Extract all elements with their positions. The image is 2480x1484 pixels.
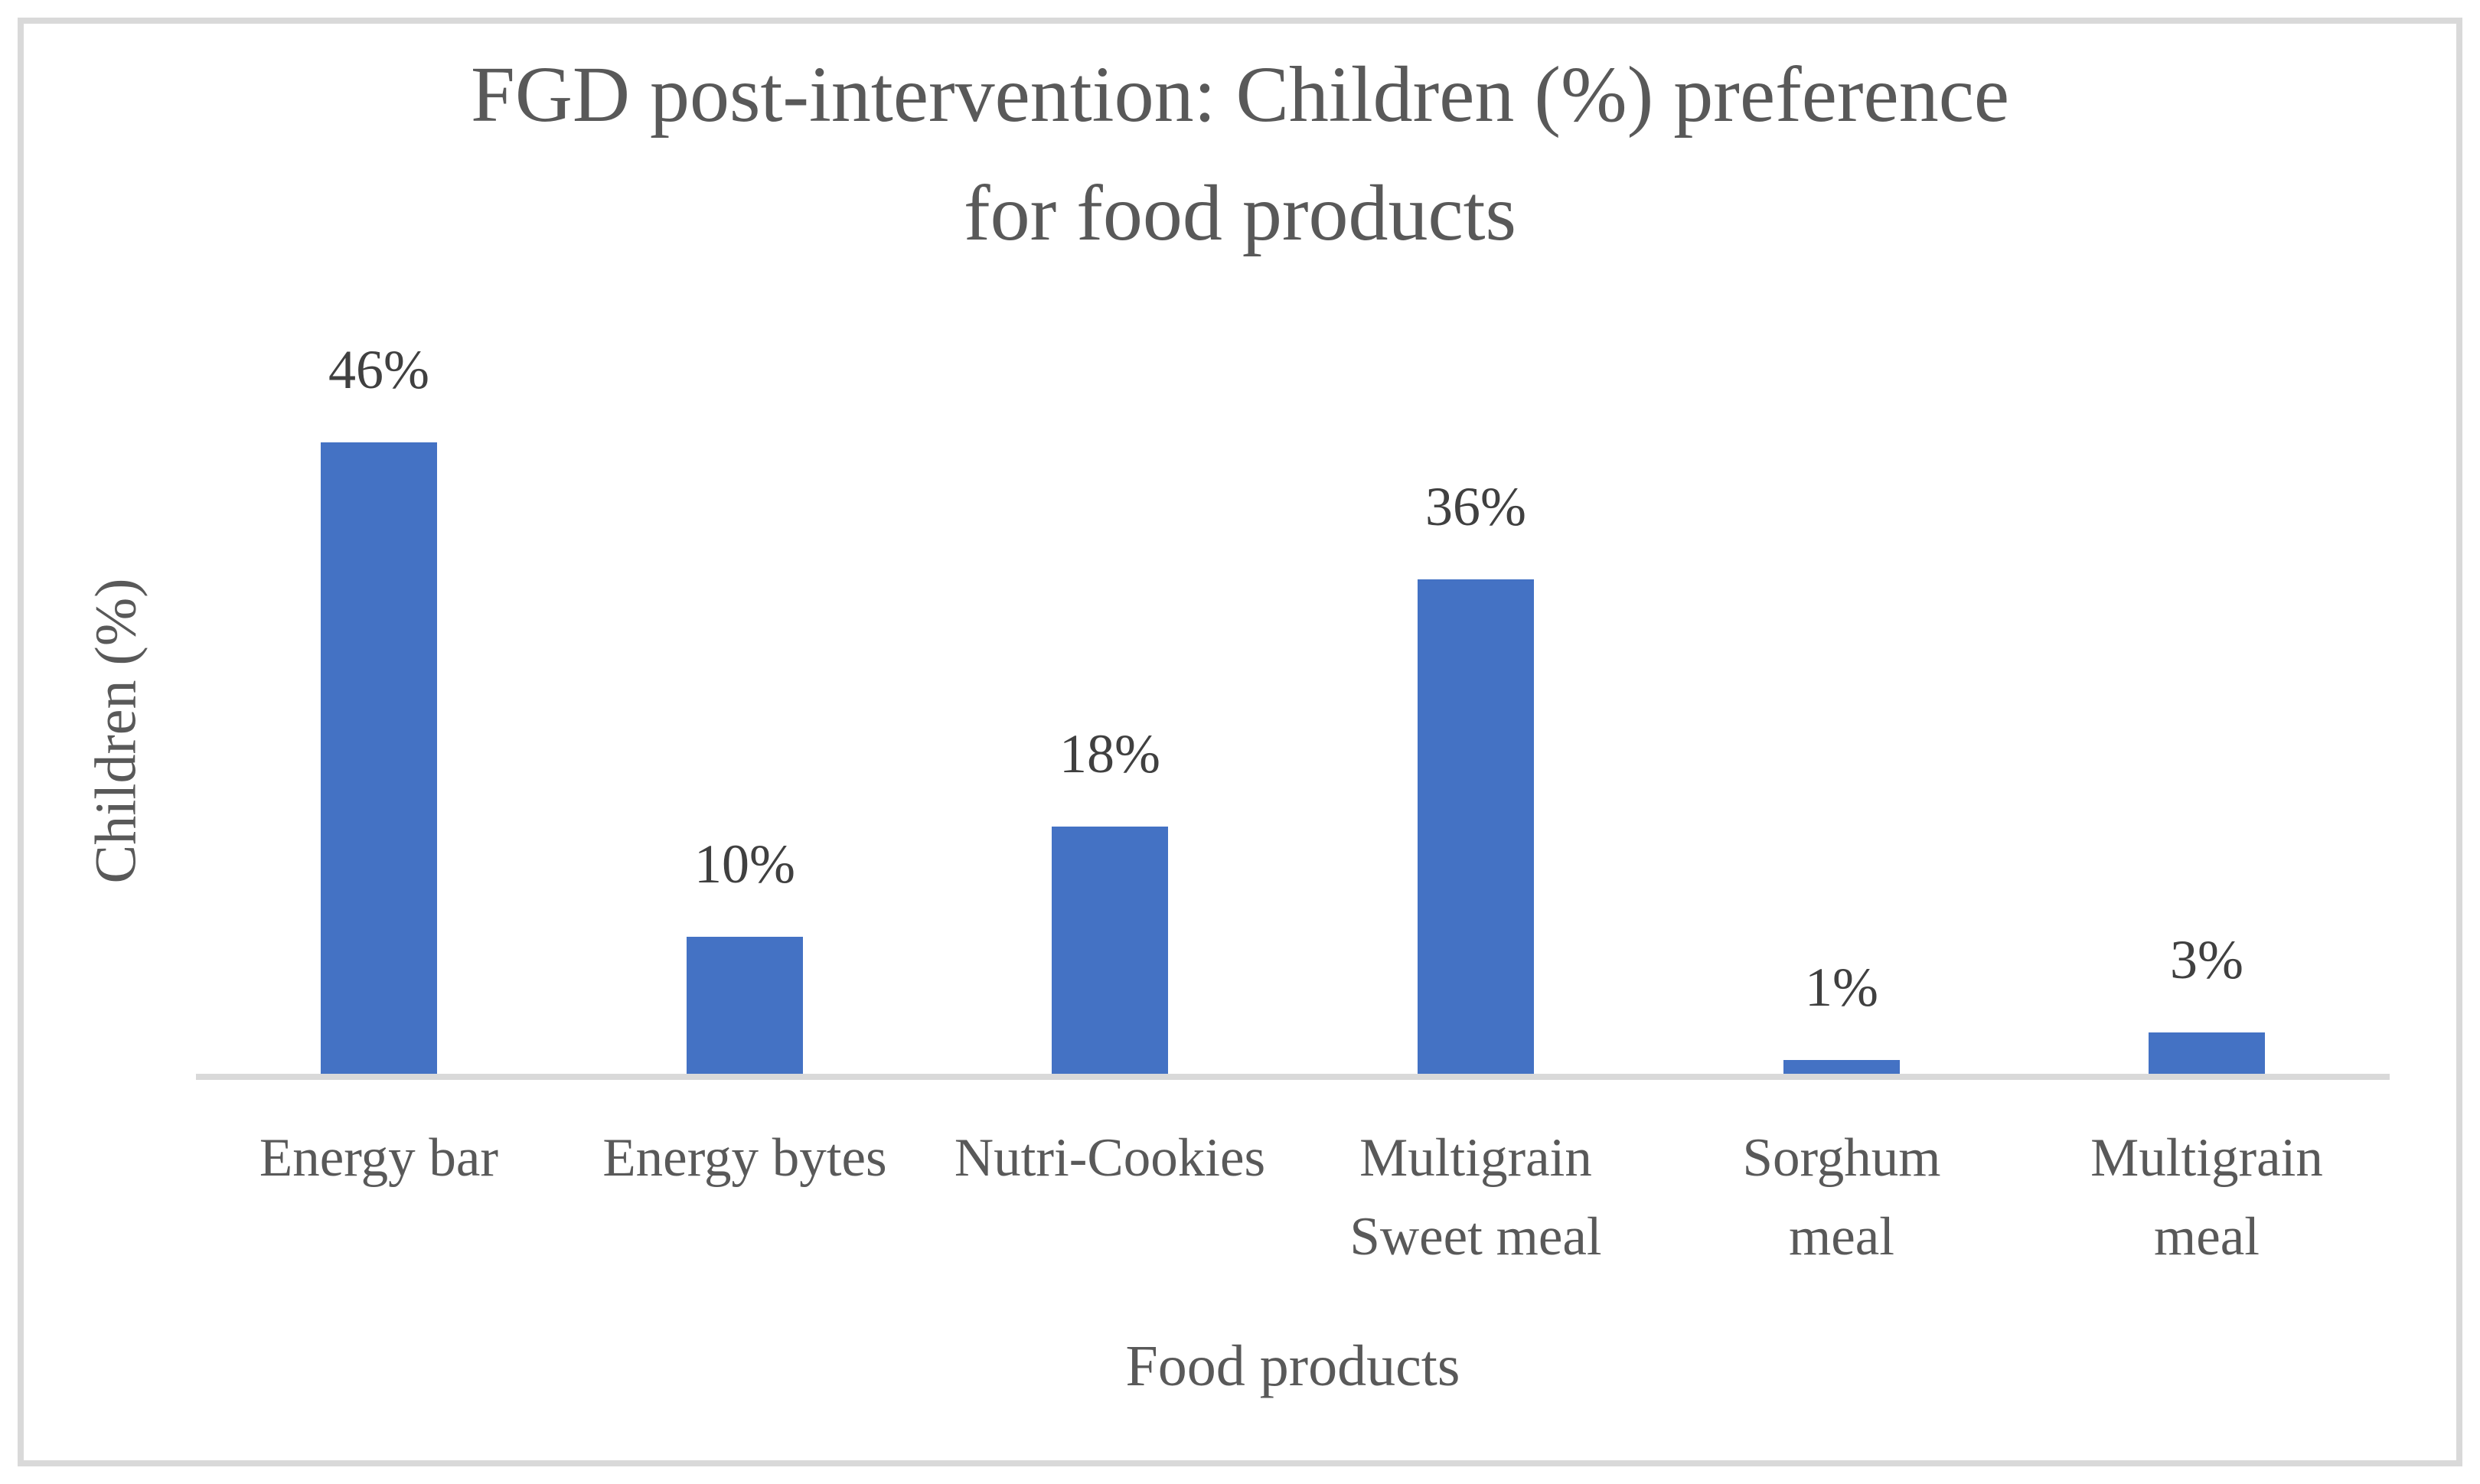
data-label-4: 1% xyxy=(1805,957,1878,1018)
category-label-line: Energy bytes xyxy=(602,1128,887,1188)
category-label-0: Energy bar xyxy=(196,1119,562,1198)
category-label-line: Multigrain xyxy=(1359,1128,1592,1188)
bar-2 xyxy=(1052,827,1168,1074)
category-label-line: Sweet meal xyxy=(1349,1207,1602,1267)
figure-border xyxy=(18,18,2462,1466)
bar-0 xyxy=(321,442,437,1074)
category-label-5: Multigrain meal xyxy=(2024,1119,2390,1277)
category-label-line: meal xyxy=(2154,1207,2260,1267)
x-axis-title: Food products xyxy=(1125,1334,1460,1398)
bar-4 xyxy=(1783,1060,1900,1074)
category-label-2: Nutri-Cookies xyxy=(927,1119,1293,1198)
chart-title-line: FGD post-intervention: Children (%) pref… xyxy=(470,51,2010,139)
category-label-line: Sorghum xyxy=(1742,1128,1941,1188)
bar-1 xyxy=(687,937,803,1074)
data-label-1: 10% xyxy=(694,833,795,895)
category-label-line: meal xyxy=(1789,1207,1894,1267)
category-label-line: Nutri-Cookies xyxy=(954,1128,1266,1188)
chart-title-line: for food products xyxy=(963,169,1517,257)
category-label-4: Sorghum meal xyxy=(1659,1119,2025,1277)
data-label-3: 36% xyxy=(1425,476,1526,537)
bar-3 xyxy=(1418,579,1534,1074)
bar-5 xyxy=(2149,1032,2265,1074)
category-label-1: Energy bytes xyxy=(562,1119,928,1198)
x-axis-line xyxy=(196,1074,2390,1080)
category-label-3: Multigrain Sweet meal xyxy=(1293,1119,1659,1277)
chart-title: FGD post-intervention: Children (%) pref… xyxy=(0,35,2480,272)
data-label-2: 18% xyxy=(1059,723,1160,784)
category-label-line: Energy bar xyxy=(259,1128,499,1188)
data-label-0: 46% xyxy=(328,339,429,400)
data-label-5: 3% xyxy=(2170,929,2243,990)
category-label-line: Multigrain xyxy=(2090,1128,2323,1188)
